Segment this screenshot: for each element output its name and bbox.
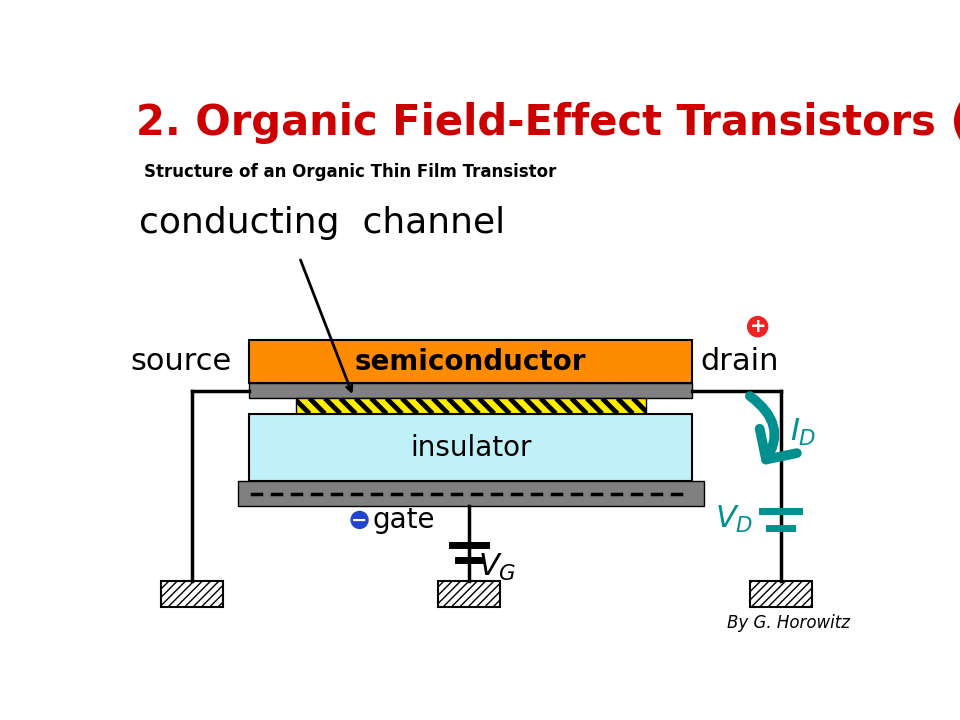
Circle shape — [748, 317, 768, 337]
Bar — [438, 581, 500, 607]
Bar — [296, 398, 646, 414]
Text: By G. Horowitz: By G. Horowitz — [727, 613, 850, 631]
Bar — [250, 383, 692, 398]
Bar — [238, 482, 704, 506]
Text: $V_G$: $V_G$ — [478, 552, 516, 583]
FancyArrowPatch shape — [750, 396, 797, 459]
Circle shape — [351, 511, 368, 528]
Text: $I_D$: $I_D$ — [790, 418, 816, 449]
Text: gate: gate — [372, 506, 435, 534]
Text: drain: drain — [700, 347, 779, 376]
Text: conducting  channel: conducting channel — [139, 206, 506, 240]
Bar — [161, 581, 223, 607]
Bar — [250, 341, 692, 383]
Text: $V_D$: $V_D$ — [715, 503, 754, 535]
Text: semiconductor: semiconductor — [355, 348, 587, 376]
Text: insulator: insulator — [410, 433, 532, 462]
Bar — [250, 414, 692, 482]
Text: −: − — [351, 511, 368, 530]
Text: +: + — [750, 317, 766, 336]
Text: Structure of an Organic Thin Film Transistor: Structure of an Organic Thin Film Transi… — [144, 163, 557, 181]
Text: 2. Organic Field-Effect Transistors (OFETs): 2. Organic Field-Effect Transistors (OFE… — [136, 102, 960, 144]
Text: source: source — [131, 347, 231, 376]
Bar — [750, 581, 811, 607]
Bar — [296, 398, 646, 414]
